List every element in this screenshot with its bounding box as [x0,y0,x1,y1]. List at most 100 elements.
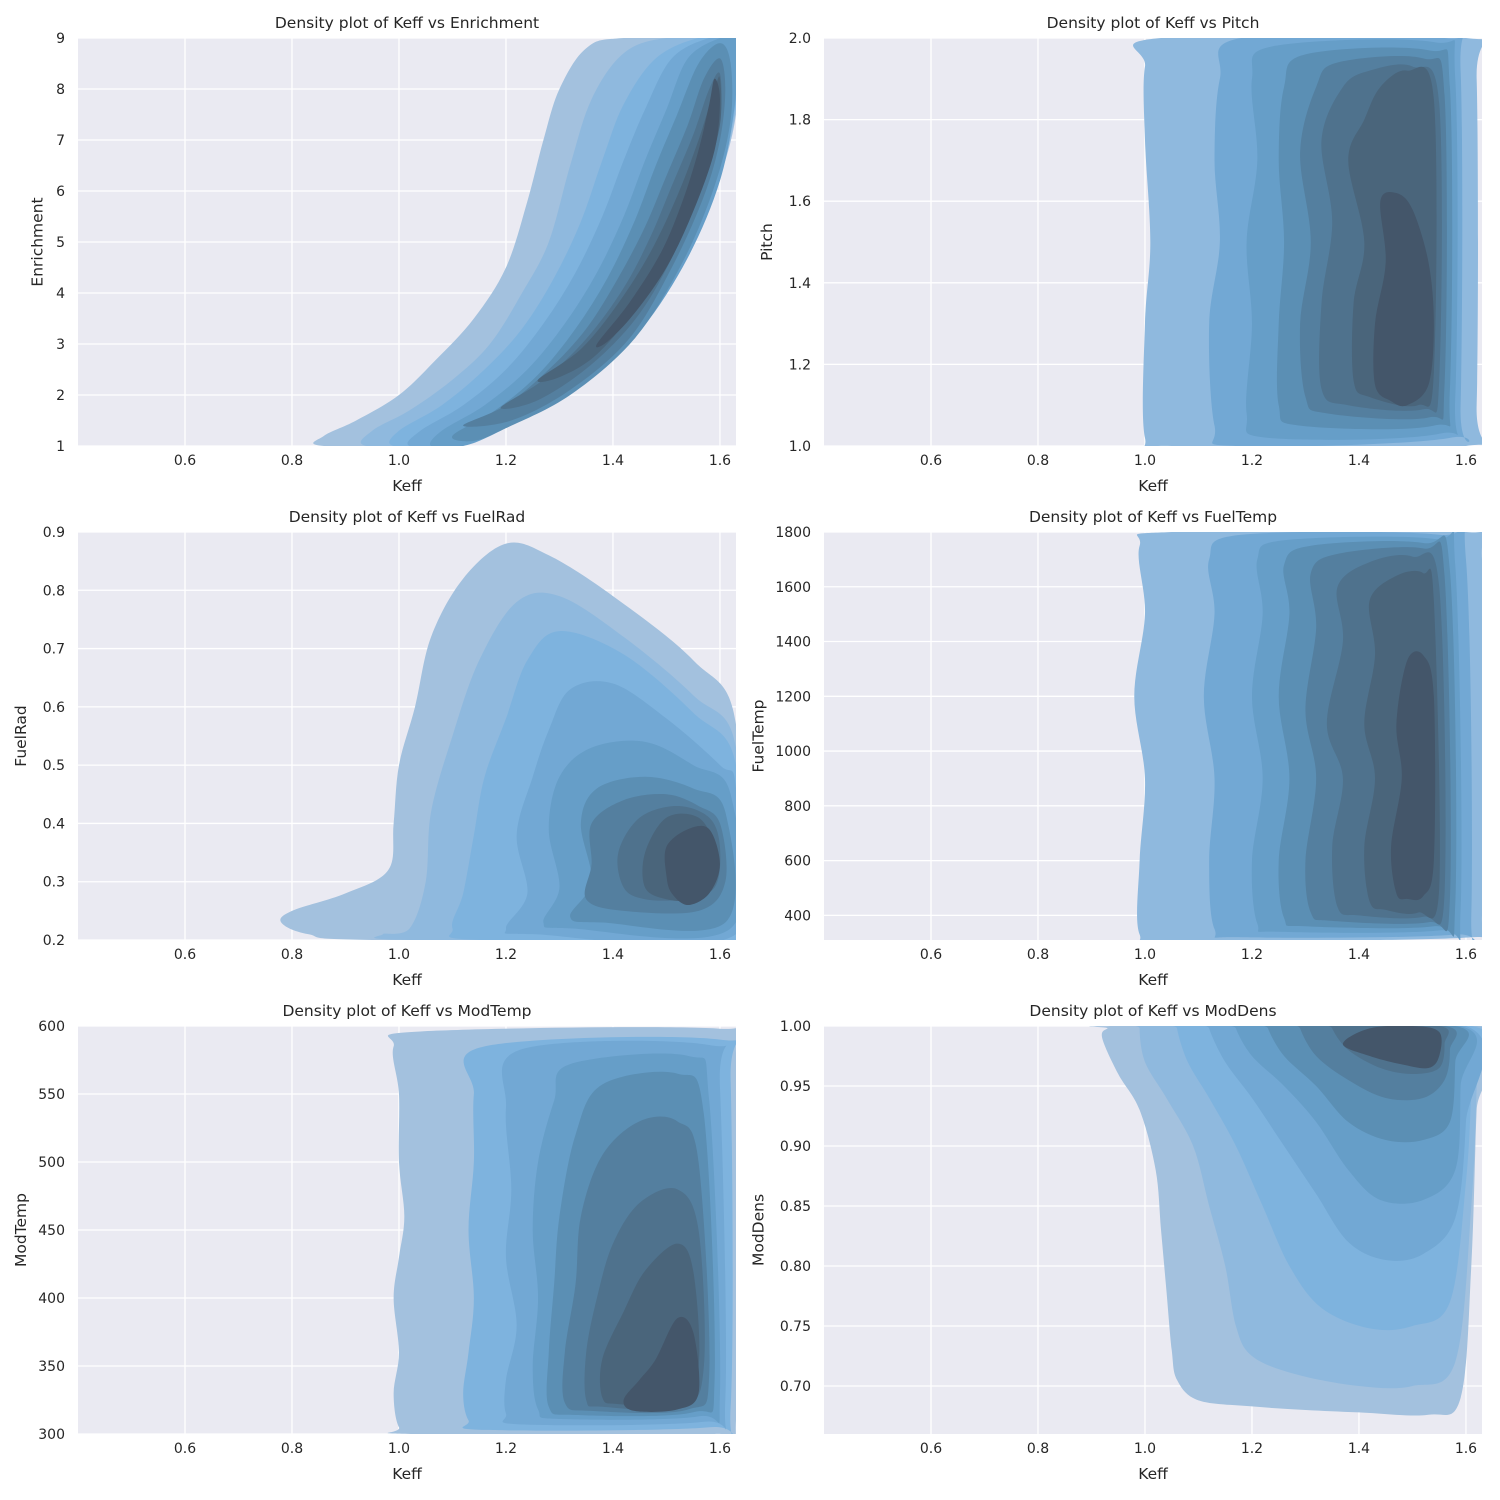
density-contours [1133,38,1482,446]
y-tick-label: 0.95 [780,1079,811,1095]
y-axis-label: Enrichment [29,197,47,286]
x-axis-label: Keff [1138,477,1168,495]
y-tick-label: 1200 [775,689,811,705]
x-axis-label: Keff [392,1465,422,1483]
x-tick-label: 1.6 [1455,947,1477,963]
y-tick-label: 0.85 [780,1199,811,1215]
panel-title: Density plot of Keff vs ModDens [1029,1002,1276,1020]
x-tick-label: 1.0 [388,1441,410,1457]
x-tick-label: 1.0 [388,453,410,469]
y-tick-label: 400 [784,908,811,924]
y-tick-label: 1.00 [780,1019,811,1035]
y-tick-label: 1000 [775,744,811,760]
x-tick-label: 0.6 [920,1441,942,1457]
x-tick-label: 0.8 [1027,947,1049,963]
x-tick-label: 1.6 [709,1441,731,1457]
y-tick-label: 7 [56,133,65,149]
x-axis-label: Keff [1138,1465,1168,1483]
y-tick-label: 2 [56,388,65,404]
density-level-10 [1390,651,1436,901]
x-tick-label: 1.6 [709,947,731,963]
x-tick-label: 1.4 [602,1441,624,1457]
y-tick-label: 1 [56,439,65,455]
x-tick-label: 1.2 [495,947,517,963]
y-tick-label: 0.2 [43,933,65,949]
x-tick-label: 0.6 [920,453,942,469]
y-tick-label: 1.2 [789,357,811,373]
y-tick-label: 1.6 [789,194,811,210]
x-tick-label: 0.8 [1027,453,1049,469]
y-tick-label: 1800 [775,525,811,541]
y-tick-label: 600 [784,854,811,870]
x-tick-label: 1.4 [1348,947,1370,963]
x-tick-label: 1.2 [495,453,517,469]
y-tick-label: 0.90 [780,1139,811,1155]
x-tick-label: 1.4 [1348,1441,1370,1457]
y-tick-label: 0.4 [43,816,65,832]
panel-fuelrad: 0.6 0.8 1.0 1.2 1.4 1.6 0.2 0.3 0.4 0.5 0.6 0.7 0.8 0… [12,508,736,989]
density-contours [1134,532,1482,940]
y-tick-label: 0.3 [43,875,65,891]
y-tick-label: 3 [56,337,65,353]
density-contours [313,38,736,446]
y-tick-label: 0.70 [780,1379,811,1395]
y-tick-label: 500 [38,1155,65,1171]
y-axis-label: FuelTemp [749,699,767,772]
y-tick-label: 6 [56,184,65,200]
x-axis-label: Keff [392,477,422,495]
x-tick-label: 0.8 [281,453,303,469]
x-tick-label: 1.2 [495,1441,517,1457]
y-tick-label: 4 [56,286,65,302]
x-tick-label: 0.8 [281,947,303,963]
panel-moddens: 0.6 0.8 1.0 1.2 1.4 1.6 0.70 0.75 0.80 0.85 0.90 0.… [749,1002,1482,1483]
y-tick-label: 1.0 [789,439,811,455]
y-axis-label: FuelRad [12,705,30,767]
panel-title: Density plot of Keff vs FuelRad [289,508,526,526]
density-contours [280,542,736,940]
panel-enrichment: 0.6 0.8 1.0 1.2 1.4 1.6 1 2 3 4 5 6 7 8 9 Keff Enrichmen… [29,14,736,495]
panel-title: Density plot of Keff vs ModTemp [282,1002,531,1020]
y-tick-label: 0.9 [43,525,65,541]
y-tick-label: 1400 [775,635,811,651]
y-axis-label: ModTemp [12,1193,30,1267]
x-tick-label: 1.2 [1241,947,1263,963]
panel-title: Density plot of Keff vs FuelTemp [1029,508,1277,526]
x-tick-label: 0.6 [174,1441,196,1457]
y-axis-label: ModDens [749,1194,767,1266]
panel-fueltemp: 0.6 0.8 1.0 1.2 1.4 1.6 400 600 800 1000 1200 1400 1… [749,508,1482,989]
density-level-5 [429,38,736,446]
y-tick-label: 1.8 [789,113,811,129]
x-tick-label: 1.0 [388,947,410,963]
density-level-10 [664,825,720,906]
density-level-10 [1342,1026,1442,1069]
panel-title: Density plot of Keff vs Pitch [1047,14,1260,32]
x-tick-label: 0.6 [174,453,196,469]
x-tick-label: 0.6 [920,947,942,963]
density-contours [1088,1026,1482,1416]
y-tick-label: 400 [38,1291,65,1307]
x-axis-label: Keff [1138,971,1168,989]
density-level-10 [1373,191,1434,407]
x-tick-label: 1.6 [1455,453,1477,469]
density-contours [387,1027,736,1434]
y-tick-label: 350 [38,1359,65,1375]
x-tick-label: 1.4 [602,453,624,469]
y-tick-label: 0.6 [43,700,65,716]
y-tick-label: 300 [38,1427,65,1443]
x-tick-label: 0.8 [1027,1441,1049,1457]
y-tick-label: 2.0 [789,31,811,47]
panel-title: Density plot of Keff vs Enrichment [275,14,539,32]
y-tick-label: 1600 [775,580,811,596]
y-tick-label: 9 [56,31,65,47]
y-tick-label: 550 [38,1087,65,1103]
y-tick-label: 450 [38,1223,65,1239]
y-tick-label: 0.8 [43,583,65,599]
y-tick-label: 1.4 [789,276,811,292]
x-tick-label: 1.6 [709,453,731,469]
y-tick-label: 0.80 [780,1259,811,1275]
x-tick-label: 1.0 [1134,947,1156,963]
x-tick-label: 0.6 [174,947,196,963]
x-axis-label: Keff [392,971,422,989]
density-level-10 [623,1316,700,1412]
y-tick-label: 5 [56,235,65,251]
